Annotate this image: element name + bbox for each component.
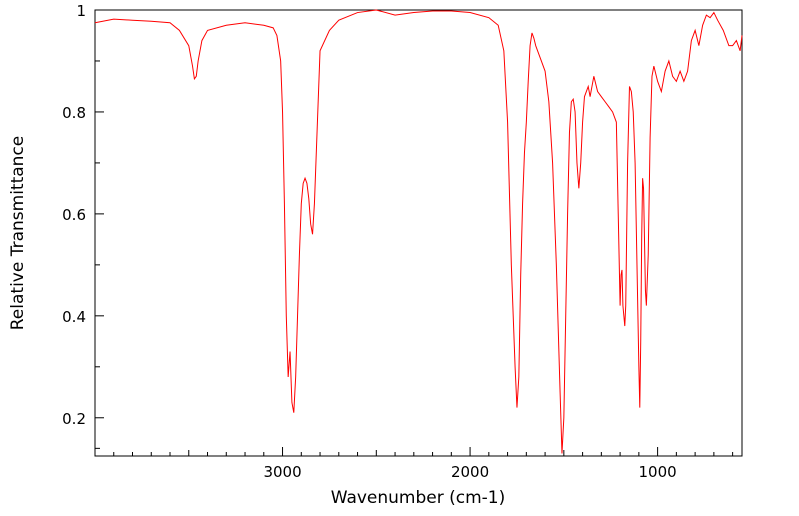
y-tick-label: 1 [76,2,86,20]
y-tick-label: 0.8 [62,104,86,122]
spectrum-line [94,9,743,454]
x-tick-label: 3000 [263,463,301,481]
y-minor-ticks [95,60,100,449]
y-axis-label: Relative Transmittance [8,136,28,331]
y-tick-label: 0.2 [62,410,86,428]
x-tick-label: 2000 [451,463,489,481]
y-tick-label: 0.4 [62,308,86,326]
y-tick-label: 0.6 [62,206,86,224]
plot-area-frame [94,9,743,457]
y-axis-ticks: 1 0.8 0.6 0.4 0.2 [62,2,104,428]
x-axis-ticks: 3000 2000 1000 [263,447,677,481]
x-tick-label: 1000 [639,463,677,481]
x-minor-ticks [113,450,734,456]
x-axis-label: Wavenumber (cm-1) [331,488,506,508]
